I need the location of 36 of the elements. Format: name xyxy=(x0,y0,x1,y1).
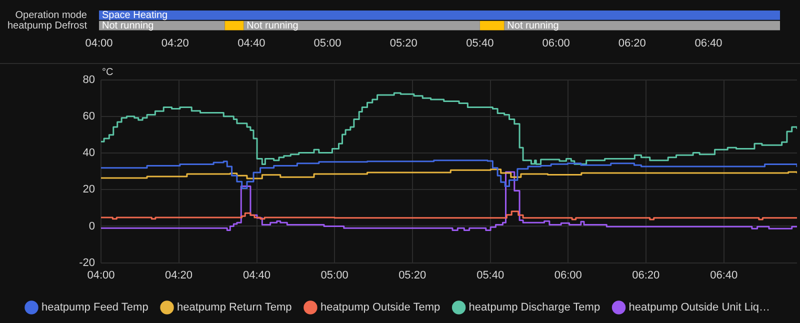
legend-label: heatpump Discharge Temp xyxy=(468,302,600,314)
x-tick-label: 05:20 xyxy=(398,269,426,282)
y-tick-label: 0 xyxy=(88,220,95,232)
x-tick-label: 04:40 xyxy=(238,37,266,50)
x-tick-label: 04:40 xyxy=(243,269,271,282)
x-tick-label: 05:00 xyxy=(314,37,342,50)
x-tick-label: 04:00 xyxy=(87,269,115,282)
legend-label: heatpump Outside Unit Liq… xyxy=(628,302,770,314)
x-tick-label: 06:00 xyxy=(554,269,582,282)
y-tick-label: 80 xyxy=(82,74,95,86)
y-tick-label: -20 xyxy=(79,256,95,269)
data-label: Not running xyxy=(507,20,559,32)
y-tick-label: 20 xyxy=(82,184,95,196)
x-tick-label: 06:20 xyxy=(632,269,660,282)
x-tick-label: 06:20 xyxy=(618,37,646,50)
x-tick-label: 04:20 xyxy=(161,37,189,50)
x-tick-label: 05:00 xyxy=(320,269,348,282)
x-tick-label: 06:00 xyxy=(542,37,570,50)
y-axis-title: °C xyxy=(102,66,114,78)
x-tick-label: 06:40 xyxy=(694,37,722,50)
data-label: Not running xyxy=(246,20,298,32)
y-tick-label: heatpump Defrost xyxy=(8,20,88,32)
legend-label: heatpump Outside Temp xyxy=(320,302,440,314)
legend-label: heatpump Return Temp xyxy=(177,302,292,314)
data-label: Not running xyxy=(102,20,154,32)
y-tick-label: 60 xyxy=(82,110,95,123)
x-tick-label: 05:20 xyxy=(390,37,418,50)
x-tick-label: 04:00 xyxy=(85,37,113,50)
y-tick-label: 40 xyxy=(82,147,95,160)
x-tick-label: 05:40 xyxy=(476,269,504,282)
x-tick-label: 04:20 xyxy=(165,269,193,282)
x-tick-label: 06:40 xyxy=(710,269,738,282)
y-tick-label: Operation mode xyxy=(15,10,88,21)
data-label: Space Heating xyxy=(102,10,168,21)
x-tick-label: 05:40 xyxy=(466,37,494,50)
legend-label: heatpump Feed Temp xyxy=(41,302,148,314)
